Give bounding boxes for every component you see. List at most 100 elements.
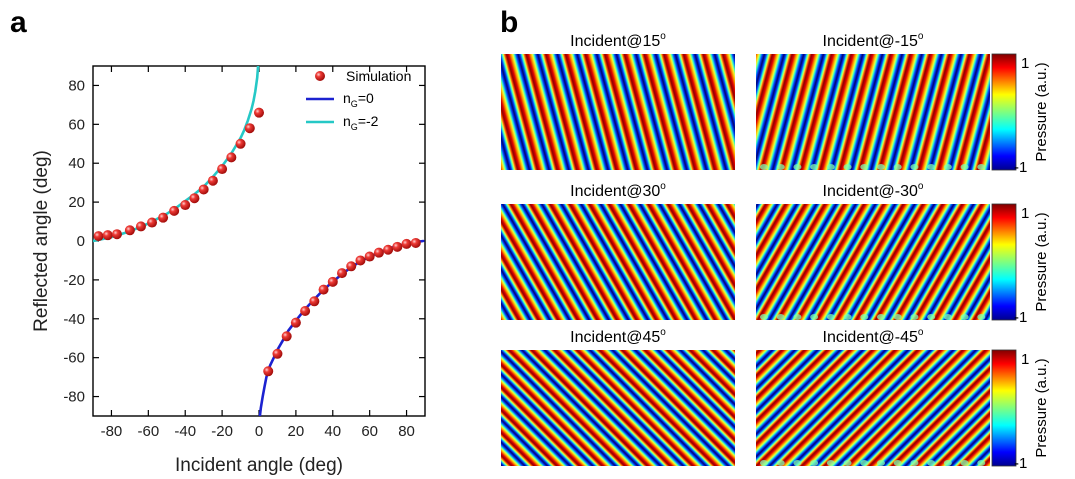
y-tick-label: 0 xyxy=(77,233,85,250)
fringe-spot xyxy=(860,314,869,320)
simulation-point xyxy=(355,255,366,266)
legend-ng0-label: nG=0 xyxy=(343,90,374,109)
legend-simulation-label: Simulation xyxy=(346,68,411,84)
simulation-point xyxy=(244,123,255,134)
colorbar-3: 1 -1 Pressure (a.u.) xyxy=(991,349,1050,472)
pressure-field-4 xyxy=(756,204,990,320)
fringe-spot xyxy=(776,164,785,170)
fringe-spot xyxy=(943,460,952,466)
panel-letter-a: a xyxy=(10,6,27,39)
simulation-point xyxy=(102,230,113,241)
colorbar-min-label: -1 xyxy=(1014,309,1027,326)
x-tick-label: 0 xyxy=(255,423,263,440)
simulation-point xyxy=(158,212,169,223)
fringe-spot xyxy=(943,164,952,170)
x-tick-label: -20 xyxy=(211,423,233,440)
fringe-spot xyxy=(910,460,919,466)
y-tick-label: 60 xyxy=(68,116,85,133)
colorbar-min-label: -1 xyxy=(1014,455,1027,472)
simulation-point xyxy=(410,237,421,248)
field-title-2: Incident@-15o xyxy=(823,31,924,50)
legend-ngm2-label: nG=-2 xyxy=(343,113,379,132)
fringe-spot xyxy=(776,460,785,466)
legend: Simulation nG=0 nG=-2 xyxy=(306,68,411,132)
fringe-spot xyxy=(760,164,768,170)
x-tick-label: -60 xyxy=(137,423,159,440)
simulation-point xyxy=(198,184,209,195)
simulation-point xyxy=(180,200,191,211)
simulation-point xyxy=(290,317,301,328)
fringe-spot xyxy=(927,164,936,170)
y-tick-label: -40 xyxy=(63,311,85,328)
pressure-field-3 xyxy=(501,204,735,320)
x-tick-label: 20 xyxy=(288,423,305,440)
simulation-point xyxy=(383,244,394,255)
pressure-field-6 xyxy=(756,350,990,466)
simulation-point xyxy=(147,217,158,228)
field-title-6: Incident@-45o xyxy=(823,327,924,346)
pressure-field-2 xyxy=(756,54,990,170)
fringe-spot xyxy=(810,164,819,170)
colorbar-max-label: 1 xyxy=(1021,205,1029,222)
fringe-spot xyxy=(793,460,802,466)
fringe-spot xyxy=(877,314,885,320)
fringe-spot xyxy=(910,164,919,170)
fringe-spot xyxy=(977,460,986,466)
y-tick-label: 40 xyxy=(68,155,85,172)
simulation-point xyxy=(327,276,338,287)
fringe-spot xyxy=(826,314,835,320)
colorbar-1: 1 -1 Pressure (a.u.) xyxy=(991,53,1050,176)
colorbar-gradient xyxy=(991,203,1017,321)
y-tick-label: -60 xyxy=(63,350,85,367)
simulation-point xyxy=(226,152,237,163)
field-title-1: Incident@15o xyxy=(570,31,666,50)
x-tick-label: 80 xyxy=(398,423,415,440)
colorbar-title: Pressure (a.u.) xyxy=(1033,62,1050,161)
fringe-spot xyxy=(843,164,852,170)
fringe-spot xyxy=(810,314,819,320)
simulation-point xyxy=(401,238,412,249)
fringe-spot xyxy=(943,314,952,320)
pressure-field-grid: Incident@15o Incident@-15o Incident@30o Inc… xyxy=(501,31,1050,472)
field-wave-pattern xyxy=(501,54,735,170)
simulation-point xyxy=(217,164,228,175)
simulation-point xyxy=(309,296,320,307)
simulation-point xyxy=(337,268,347,279)
colorbar-min-label: -1 xyxy=(1014,159,1027,176)
y-tick-label: -80 xyxy=(63,389,85,406)
simulation-point xyxy=(124,225,135,236)
field-wave-pattern xyxy=(501,350,735,466)
fringe-spot xyxy=(960,164,969,170)
field-wave-pattern xyxy=(756,54,990,170)
field-wave-pattern xyxy=(756,204,990,320)
simulation-point xyxy=(235,138,246,149)
colorbar-gradient xyxy=(991,349,1017,467)
simulation-point xyxy=(346,261,357,272)
fringe-spot xyxy=(760,460,768,466)
fringe-spot xyxy=(826,460,835,466)
y-tick-label: 20 xyxy=(68,194,85,211)
y-tick-label: 80 xyxy=(68,77,85,94)
fringe-spot xyxy=(810,460,819,466)
fringe-spot xyxy=(960,460,969,466)
fringe-spot xyxy=(776,314,785,320)
pressure-field-5 xyxy=(501,350,735,466)
colorbar-2: 1 -1 Pressure (a.u.) xyxy=(991,203,1050,326)
fringe-spot xyxy=(793,314,802,320)
fringe-spot xyxy=(893,164,902,170)
fringe-spot xyxy=(927,314,936,320)
y-axis-title: Reflected angle (deg) xyxy=(31,150,52,332)
x-tick-label: -40 xyxy=(174,423,196,440)
simulation-point xyxy=(300,306,311,316)
fringe-spot xyxy=(793,164,802,170)
simulation-point xyxy=(169,205,180,216)
fringe-spot xyxy=(760,314,768,320)
colorbar-title: Pressure (a.u.) xyxy=(1033,358,1050,457)
field-title-3: Incident@30o xyxy=(570,181,666,200)
colorbar-title: Pressure (a.u.) xyxy=(1033,212,1050,311)
plot-area xyxy=(93,66,425,416)
fringe-spot xyxy=(960,314,969,320)
fringe-spot xyxy=(893,460,902,466)
simulation-point xyxy=(392,241,403,252)
fringe-spot xyxy=(893,314,902,320)
